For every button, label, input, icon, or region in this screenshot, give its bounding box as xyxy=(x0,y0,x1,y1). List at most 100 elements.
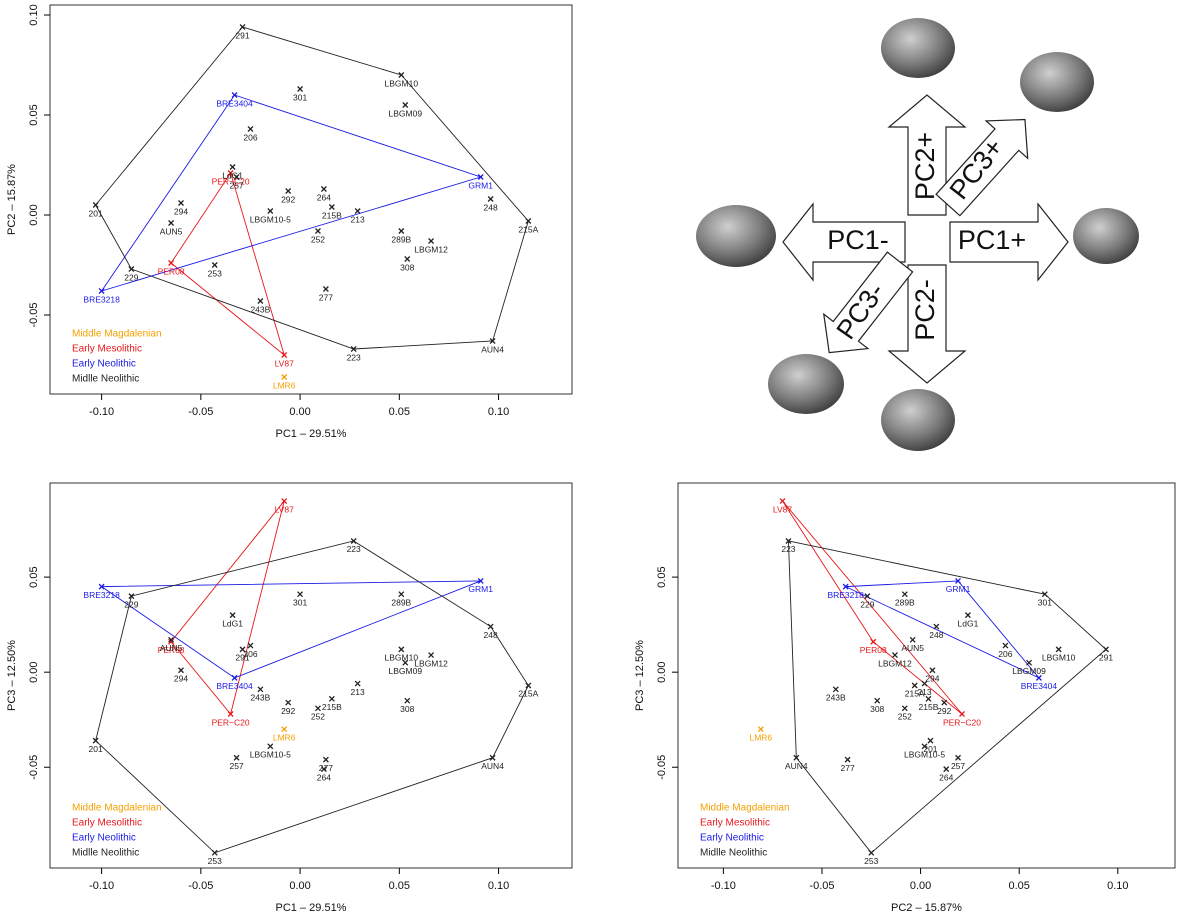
point-label: LdG1 xyxy=(222,170,243,180)
y-tick-label: 0.05 xyxy=(28,104,40,125)
figure: PC1+ PC1- PC2+ PC2- PC3+ PC3- -0.10 -0.05… xyxy=(0,0,1195,913)
arrow-label: PC2- xyxy=(910,279,940,341)
point xyxy=(956,755,961,760)
point xyxy=(212,850,217,855)
tooth-image xyxy=(881,18,955,78)
point-label: 229 xyxy=(860,599,874,609)
point-label: 223 xyxy=(347,544,361,554)
point xyxy=(928,738,933,743)
point xyxy=(405,257,410,262)
point-label: LBGM10-5 xyxy=(250,750,291,760)
group-hull xyxy=(102,95,481,291)
y-axis-title: PC3 – 12.50% xyxy=(634,640,646,711)
point-label: LMR6 xyxy=(273,732,296,742)
point-label: AUN4 xyxy=(481,344,504,354)
point xyxy=(429,653,434,658)
point-label: 292 xyxy=(281,706,295,716)
point xyxy=(230,165,235,170)
point-label: LMR6 xyxy=(273,380,296,390)
point xyxy=(965,613,970,618)
tooth-image xyxy=(768,354,844,414)
point xyxy=(298,87,303,92)
legend-entry: Early Neolithic xyxy=(72,833,136,844)
point xyxy=(282,375,287,380)
x-tick-label: 0.05 xyxy=(389,880,410,892)
point-label: 294 xyxy=(174,206,188,216)
point-label: 264 xyxy=(317,192,331,202)
y-axis-title: PC2 – 15.87% xyxy=(6,164,18,235)
point-label: PER08 xyxy=(860,645,887,655)
y-tick-label: 0.05 xyxy=(28,566,40,587)
point xyxy=(429,239,434,244)
legend-entry: Midlle Neolithic xyxy=(72,848,139,859)
point xyxy=(178,201,183,206)
point xyxy=(232,93,237,98)
point-label: GRM1 xyxy=(468,584,493,594)
point xyxy=(902,706,907,711)
point-label: LMR6 xyxy=(749,732,772,742)
group-hull xyxy=(171,173,284,355)
y-tick-label: -0.05 xyxy=(656,755,668,780)
point-label: 201 xyxy=(89,744,103,754)
point xyxy=(286,189,291,194)
point-label: 289B xyxy=(895,597,915,607)
point-label: LdG1 xyxy=(222,618,243,628)
point xyxy=(845,757,850,762)
point xyxy=(892,653,897,658)
point-label: 277 xyxy=(319,292,333,302)
point xyxy=(526,683,531,688)
point-label: BRE3404 xyxy=(216,98,253,108)
x-axis-title: PC1 – 29.51% xyxy=(276,428,347,440)
x-tick-label: -0.05 xyxy=(188,880,213,892)
point xyxy=(99,289,104,294)
point xyxy=(355,209,360,214)
y-tick-label: 0.10 xyxy=(28,4,40,25)
point-label: BRE3404 xyxy=(216,681,253,691)
point-label: PER−C20 xyxy=(943,717,981,727)
point xyxy=(315,229,320,234)
point-label: LBGM10 xyxy=(385,653,419,663)
x-tick-label: 0.10 xyxy=(488,406,509,418)
point-label: 215A xyxy=(905,689,925,699)
point xyxy=(282,353,287,358)
point-label: 253 xyxy=(864,856,878,866)
x-tick-label: -0.05 xyxy=(809,880,834,892)
point-label: 277 xyxy=(841,763,855,773)
point xyxy=(758,727,763,732)
point-label: 257 xyxy=(229,180,243,190)
tooth-image xyxy=(881,389,955,451)
point xyxy=(258,299,263,304)
point xyxy=(169,261,174,266)
point-label: 253 xyxy=(208,268,222,278)
point-label: 206 xyxy=(998,649,1012,659)
point xyxy=(329,205,334,210)
point-label: LBGM10 xyxy=(1042,653,1076,663)
diagram: PC1+ PC1- PC2+ PC2- PC3+ PC3- xyxy=(696,18,1139,451)
point-label: AUN4 xyxy=(481,761,504,771)
point-label: LV87 xyxy=(275,358,294,368)
point-label: LBGM10-5 xyxy=(250,214,291,224)
point-label: LBGM09 xyxy=(389,108,423,118)
point xyxy=(248,643,253,648)
point-label: 301 xyxy=(1038,597,1052,607)
x-tick-label: 0.10 xyxy=(1107,880,1128,892)
point xyxy=(488,624,493,629)
x-tick-label: 0.00 xyxy=(289,880,310,892)
point xyxy=(129,267,134,272)
point xyxy=(268,744,273,749)
x-tick-label: -0.10 xyxy=(89,406,114,418)
point xyxy=(329,696,334,701)
point-label: AUN5 xyxy=(901,643,924,653)
x-tick-label: 0.05 xyxy=(389,406,410,418)
point-label: 308 xyxy=(400,704,414,714)
arrow-label: PC2+ xyxy=(910,132,940,200)
point xyxy=(93,203,98,208)
point xyxy=(902,592,907,597)
point-label: 289B xyxy=(391,597,411,607)
point-label: 213 xyxy=(351,214,365,224)
point-label: LBGM12 xyxy=(878,658,912,668)
point xyxy=(399,592,404,597)
point xyxy=(960,712,965,717)
point xyxy=(399,647,404,652)
point-label: BRE3218 xyxy=(83,294,120,304)
